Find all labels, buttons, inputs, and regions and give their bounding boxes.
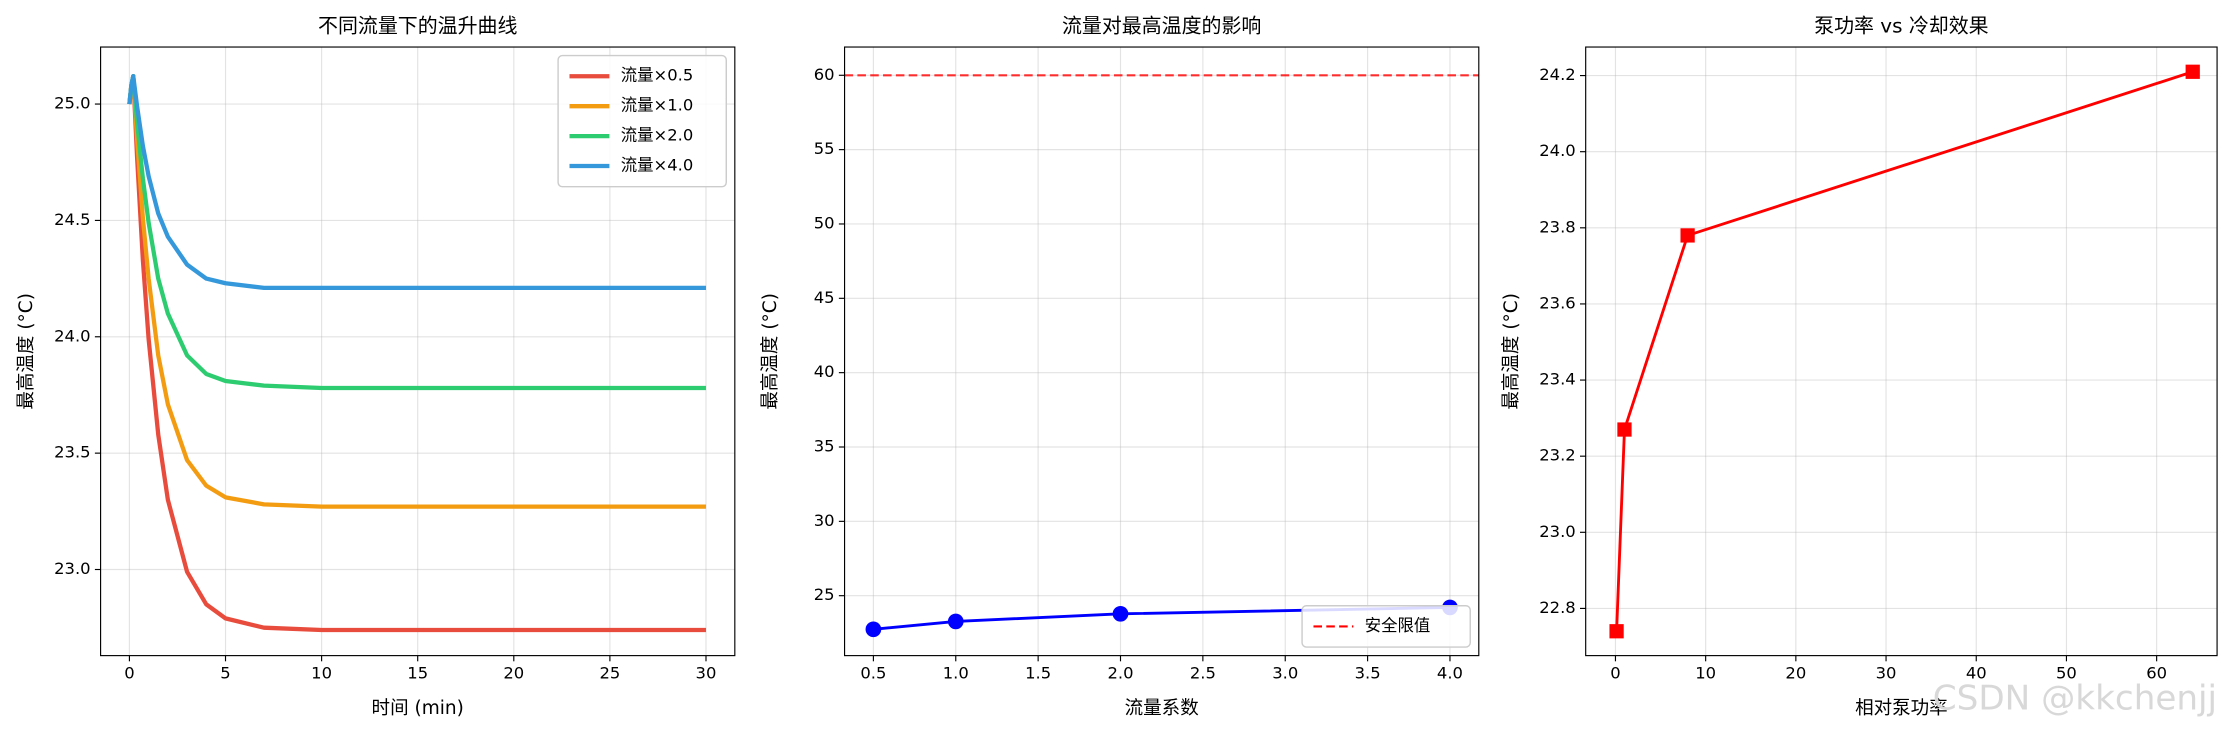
x-tick-label: 1.5 — [1025, 664, 1051, 683]
y-tick-label: 35 — [814, 437, 835, 456]
y-axis-label: 最高温度 (°C) — [16, 293, 37, 410]
marker — [947, 613, 964, 630]
axes-frame — [843, 46, 1480, 657]
x-tick-label: 3.0 — [1272, 664, 1298, 683]
y-tick-label: 24.0 — [54, 326, 90, 345]
y-tick-label: 55 — [814, 139, 835, 158]
x-axis-label: 相对泵功率 — [1855, 698, 1948, 719]
y-tick-label: 25.0 — [54, 94, 90, 113]
y-tick-label: 24.0 — [1539, 141, 1575, 160]
axes-frame — [100, 46, 736, 657]
x-tick-label: 0 — [124, 664, 134, 683]
x-tick-label: 20 — [503, 664, 524, 683]
axes-frame — [1585, 46, 2218, 657]
y-tick-label: 23.0 — [1539, 522, 1575, 541]
x-tick-label: 1.0 — [943, 664, 969, 683]
y-tick-label: 24.2 — [1539, 65, 1575, 84]
x-tick-label: 4.0 — [1437, 664, 1463, 683]
y-tick-label: 23.4 — [1539, 370, 1575, 389]
y-tick-label: 22.8 — [1539, 598, 1575, 617]
x-tick-label: 20 — [1785, 664, 1806, 683]
x-tick-label: 15 — [407, 664, 428, 683]
x-tick-label: 3.5 — [1355, 664, 1381, 683]
legend-label: 流量×4.0 — [621, 156, 694, 175]
legend-label: 安全限值 — [1365, 616, 1431, 635]
x-tick-label: 0.5 — [860, 664, 886, 683]
chart-title: 不同流量下的温升曲线 — [318, 14, 517, 38]
y-tick-label: 45 — [814, 288, 835, 307]
y-axis-label: 最高温度 (°C) — [1501, 293, 1522, 410]
y-tick-label: 23.0 — [54, 559, 90, 578]
x-tick-label: 0 — [1610, 664, 1620, 683]
x-tick-label: 10 — [1695, 664, 1716, 683]
y-tick-label: 23.5 — [54, 443, 90, 462]
x-axis-label: 时间 (min) — [372, 698, 464, 719]
legend-label: 流量×2.0 — [621, 126, 694, 145]
marker — [1609, 624, 1624, 639]
y-tick-label: 25 — [814, 585, 835, 604]
chart-title: 泵功率 vs 冷却效果 — [1814, 14, 1988, 38]
y-tick-label: 24.5 — [54, 210, 90, 229]
x-tick-label: 40 — [1966, 664, 1987, 683]
data-line — [127, 73, 706, 291]
data-line — [1615, 70, 2194, 632]
x-tick-label: 30 — [1876, 664, 1897, 683]
x-tick-label: 5 — [220, 664, 230, 683]
chart-title: 流量对最高温度的影响 — [1062, 14, 1261, 38]
x-tick-label: 2.5 — [1190, 664, 1216, 683]
marker — [1617, 422, 1632, 437]
marker — [1680, 228, 1695, 243]
marker — [2185, 64, 2200, 79]
x-axis-label: 流量系数 — [1125, 698, 1199, 719]
y-tick-label: 50 — [814, 213, 835, 232]
legend-label: 流量×0.5 — [621, 66, 694, 85]
x-tick-label: 25 — [599, 664, 620, 683]
y-tick-label: 30 — [814, 511, 835, 530]
x-tick-label: 60 — [2146, 664, 2167, 683]
y-axis-label: 最高温度 (°C) — [760, 293, 781, 410]
legend-label: 流量×1.0 — [621, 96, 694, 115]
y-tick-label: 23.8 — [1539, 217, 1575, 236]
legend-box — [1301, 605, 1471, 648]
watermark: CSDN @kkchenjj — [1933, 678, 2217, 718]
legend-box — [557, 54, 727, 188]
x-tick-label: 10 — [311, 664, 332, 683]
y-tick-label: 23.2 — [1539, 446, 1575, 465]
x-tick-label: 50 — [2056, 664, 2077, 683]
x-tick-label: 30 — [696, 664, 717, 683]
marker — [865, 621, 882, 638]
y-tick-label: 40 — [814, 362, 835, 381]
x-tick-label: 2.0 — [1107, 664, 1133, 683]
data-line — [873, 606, 1450, 631]
y-tick-label: 60 — [814, 65, 835, 84]
marker — [1112, 605, 1129, 622]
y-tick-label: 23.6 — [1539, 293, 1575, 312]
